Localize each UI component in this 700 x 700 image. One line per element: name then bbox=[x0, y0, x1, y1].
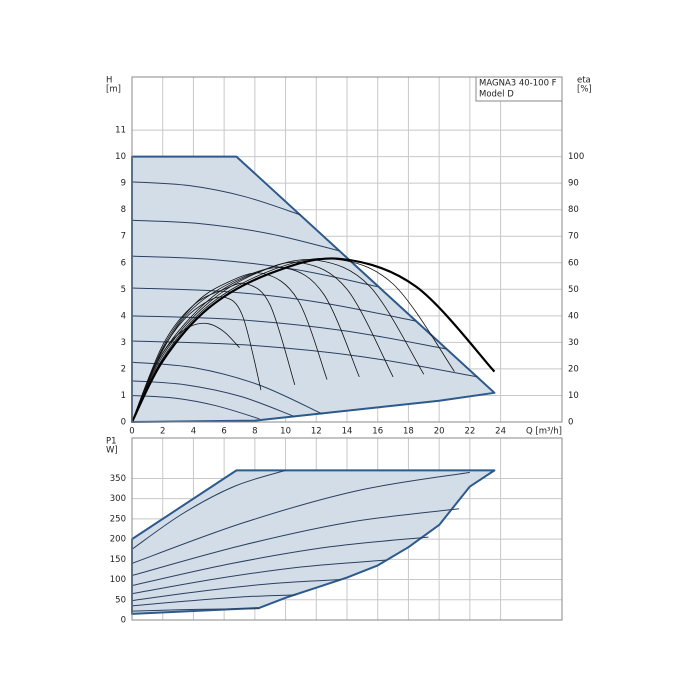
y2-tick-label: 50 bbox=[568, 285, 579, 295]
y2-tick-label: 70 bbox=[568, 232, 579, 242]
performance-curve bbox=[131, 608, 260, 612]
plot-frame bbox=[131, 437, 563, 621]
y-tick-label: 50 bbox=[115, 595, 126, 605]
y2-tick-label: 40 bbox=[568, 311, 579, 321]
y-tick-label: 350 bbox=[110, 474, 126, 484]
model-box bbox=[475, 76, 563, 102]
performance-curve bbox=[131, 559, 386, 595]
efficiency-curve bbox=[131, 282, 296, 423]
y-axis-label: H bbox=[106, 76, 112, 86]
y2-tick-label: 80 bbox=[568, 205, 579, 215]
y2-tick-label: 20 bbox=[568, 364, 579, 374]
performance-curve bbox=[131, 361, 323, 415]
y2-tick-label: 10 bbox=[568, 391, 579, 401]
y-tick-label: 250 bbox=[110, 514, 126, 524]
y2-tick-label: 0 bbox=[568, 418, 573, 428]
model-label: Model D bbox=[479, 90, 514, 100]
performance-curve bbox=[131, 219, 340, 252]
y-tick-label: 5 bbox=[121, 285, 126, 295]
performance-curve bbox=[131, 594, 297, 607]
performance-curve bbox=[131, 508, 460, 576]
efficiency-curve bbox=[131, 259, 425, 423]
x-tick-label: 18 bbox=[403, 427, 414, 437]
y-axis-label: [m] bbox=[106, 85, 121, 95]
y2-tick-label: 100 bbox=[568, 152, 584, 162]
x-tick-label: 8 bbox=[252, 427, 257, 437]
y-tick-label: 100 bbox=[110, 575, 126, 585]
y-tick-label: 200 bbox=[110, 535, 126, 545]
performance-curve bbox=[131, 181, 302, 216]
performance-curve bbox=[131, 394, 260, 420]
y-tick-label: 7 bbox=[121, 232, 126, 242]
y-tick-label: 4 bbox=[121, 311, 126, 321]
y-tick-label: 10 bbox=[115, 152, 126, 162]
performance-curve bbox=[131, 287, 417, 322]
y-tick-label: 8 bbox=[121, 205, 126, 215]
y-tick-label: 150 bbox=[110, 555, 126, 565]
y-tick-label: 6 bbox=[121, 258, 126, 268]
y-tick-label: 3 bbox=[121, 338, 126, 348]
model-label: MAGNA3 40-100 F bbox=[479, 79, 557, 89]
y2-axis-label: [%] bbox=[577, 85, 592, 95]
y2-tick-label: 60 bbox=[568, 258, 579, 268]
y-tick-label: 11 bbox=[115, 126, 126, 136]
x-axis-label: Q [m³/h] bbox=[526, 427, 562, 437]
efficiency-curve bbox=[131, 257, 496, 423]
x-tick-label: 6 bbox=[221, 427, 226, 437]
performance-curve bbox=[131, 579, 341, 602]
efficiency-curve bbox=[131, 261, 394, 423]
plot-frame bbox=[131, 76, 563, 423]
y-axis-label: P1 bbox=[106, 437, 117, 447]
x-tick-label: 2 bbox=[160, 427, 165, 437]
x-tick-label: 24 bbox=[495, 427, 506, 437]
performance-curve bbox=[131, 469, 286, 550]
performance-curve bbox=[131, 255, 378, 288]
x-tick-label: 10 bbox=[280, 427, 291, 437]
performance-curve bbox=[131, 340, 478, 378]
y-tick-label: 2 bbox=[121, 364, 126, 374]
y2-tick-label: 30 bbox=[568, 338, 579, 348]
y-tick-label: 300 bbox=[110, 494, 126, 504]
efficiency-curve bbox=[131, 267, 360, 423]
x-tick-label: 12 bbox=[311, 427, 322, 437]
x-tick-label: 22 bbox=[464, 427, 475, 437]
x-tick-label: 20 bbox=[434, 427, 445, 437]
y-axis-label: W] bbox=[106, 446, 118, 456]
performance-curve bbox=[131, 536, 429, 587]
x-tick-label: 4 bbox=[191, 427, 196, 437]
y-tick-label: 9 bbox=[121, 179, 126, 189]
performance-curve bbox=[131, 471, 470, 564]
efficiency-curve bbox=[131, 257, 455, 423]
x-tick-label: 16 bbox=[372, 427, 383, 437]
y2-tick-label: 90 bbox=[568, 179, 579, 189]
y2-axis-label: eta bbox=[577, 76, 591, 86]
y-tick-label: 1 bbox=[121, 391, 126, 401]
performance-curve bbox=[131, 315, 447, 350]
performance-curve bbox=[131, 380, 295, 418]
y-tick-label: 0 bbox=[121, 418, 126, 428]
x-tick-label: 14 bbox=[342, 427, 353, 437]
y-tick-label: 0 bbox=[121, 616, 126, 626]
x-tick-label: 0 bbox=[129, 427, 134, 437]
efficiency-curve bbox=[131, 272, 328, 423]
